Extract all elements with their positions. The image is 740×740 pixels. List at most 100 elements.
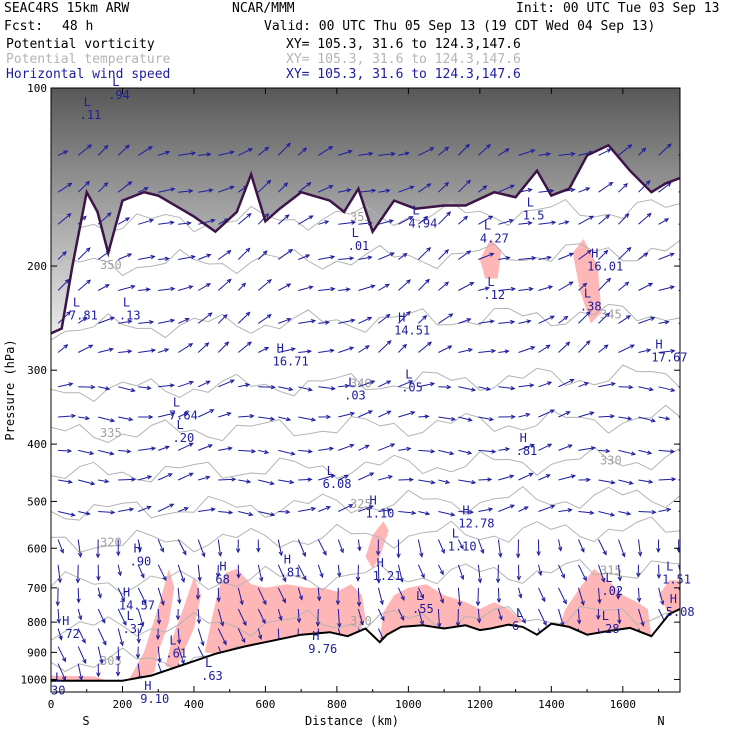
wind-vector xyxy=(477,539,485,555)
wind-vector xyxy=(98,386,111,391)
wind-vector xyxy=(76,587,81,604)
y-tick-label: 900 xyxy=(27,646,47,659)
y-tick-label: 700 xyxy=(27,582,47,595)
wind-vector xyxy=(378,219,395,225)
wind-vector xyxy=(56,608,61,624)
wind-vector xyxy=(117,587,125,603)
wind-vector xyxy=(418,414,430,419)
wind-vector xyxy=(558,564,565,579)
wind-vector xyxy=(318,348,335,353)
wind-vector xyxy=(258,511,276,517)
wind-vector xyxy=(157,646,162,664)
svg-text:L: L xyxy=(55,670,62,684)
wind-vector xyxy=(618,479,634,485)
wind-vector xyxy=(217,608,225,627)
wind-vector xyxy=(158,348,170,353)
wind-vector xyxy=(578,310,591,324)
wind-vector xyxy=(258,479,275,486)
svg-text:.01: .01 xyxy=(348,239,370,253)
wind-vector xyxy=(137,539,142,553)
svg-text:L: L xyxy=(416,589,423,603)
wind-vector xyxy=(598,511,616,517)
wind-vector xyxy=(518,608,526,624)
south-end-label: S xyxy=(82,714,89,728)
svg-text:L: L xyxy=(405,367,412,381)
wind-vector xyxy=(418,382,436,388)
wind-vector xyxy=(97,587,102,599)
wind-vector xyxy=(318,506,332,512)
svg-text:7.64: 7.64 xyxy=(169,408,198,422)
theta-label-320: 320 xyxy=(100,536,122,550)
wind-vector xyxy=(138,320,155,325)
wind-vector xyxy=(277,182,289,193)
theta-label-330: 330 xyxy=(600,454,622,468)
wind-vector xyxy=(136,628,141,644)
wind-vector xyxy=(538,344,551,353)
wind-vector xyxy=(337,539,344,554)
wind-vector xyxy=(478,185,488,193)
wind-vector xyxy=(438,416,457,422)
wind-vector xyxy=(636,564,641,578)
wind-vector xyxy=(158,220,175,225)
wind-vector xyxy=(135,646,141,660)
extremum-high: H9.10 xyxy=(140,679,169,706)
wind-vector xyxy=(77,628,86,644)
wind-vector xyxy=(138,475,153,481)
wind-vector xyxy=(238,383,251,388)
wind-vector xyxy=(338,383,350,389)
wind-vector xyxy=(98,416,116,423)
wind-vector xyxy=(498,385,516,391)
wind-vector xyxy=(198,444,214,451)
wind-vector xyxy=(418,278,430,291)
svg-text:16.71: 16.71 xyxy=(273,354,309,368)
wind-vector xyxy=(57,344,69,353)
wind-vector xyxy=(578,411,595,418)
wind-vector xyxy=(118,284,136,291)
theta-isentrope-315 xyxy=(51,559,680,595)
svg-text:H: H xyxy=(370,494,377,508)
wind-vector xyxy=(638,449,653,455)
wind-vector xyxy=(618,384,634,390)
wind-vector xyxy=(618,539,626,558)
wind-vector xyxy=(518,412,531,418)
svg-text:.37: .37 xyxy=(123,622,145,636)
wind-vector xyxy=(498,504,515,512)
wind-vector xyxy=(117,217,131,225)
wind-vector xyxy=(277,587,286,604)
wind-vector xyxy=(278,318,292,324)
wind-vector xyxy=(318,414,332,420)
extremum-low: L1.51 xyxy=(662,560,691,587)
wind-vector xyxy=(117,608,127,626)
wind-vector xyxy=(578,510,595,515)
x-tick-label: 0 xyxy=(48,698,55,711)
x-tick-label: 400 xyxy=(184,698,204,711)
wind-vector xyxy=(358,255,373,260)
wind-vector xyxy=(558,444,573,451)
wind-vector xyxy=(58,448,73,454)
wind-vector xyxy=(658,218,670,225)
svg-text:L: L xyxy=(666,560,673,574)
wind-vector xyxy=(438,146,450,156)
wind-vector xyxy=(97,144,109,156)
wind-vector xyxy=(398,279,411,291)
x-tick-label: 1200 xyxy=(467,698,494,711)
wind-vector xyxy=(358,316,373,324)
wind-vector xyxy=(257,250,268,260)
wind-vector xyxy=(57,150,69,156)
wind-vector xyxy=(378,188,391,194)
wind-vector xyxy=(118,386,136,393)
wind-vector xyxy=(518,443,535,451)
wind-vector xyxy=(138,385,152,391)
extremum-low: L7.64 xyxy=(169,395,198,422)
wind-vector xyxy=(558,252,574,260)
wind-vector xyxy=(337,564,342,578)
wind-vector xyxy=(97,181,109,193)
extremum-low: L.05 xyxy=(401,367,423,394)
wind-vector xyxy=(77,344,94,353)
wind-vector xyxy=(498,319,516,325)
wind-vector xyxy=(278,386,294,392)
wind-vector xyxy=(478,348,497,354)
wind-vector xyxy=(278,449,296,456)
wind-vector xyxy=(157,503,175,512)
extremum-low: L4.94 xyxy=(408,204,437,231)
